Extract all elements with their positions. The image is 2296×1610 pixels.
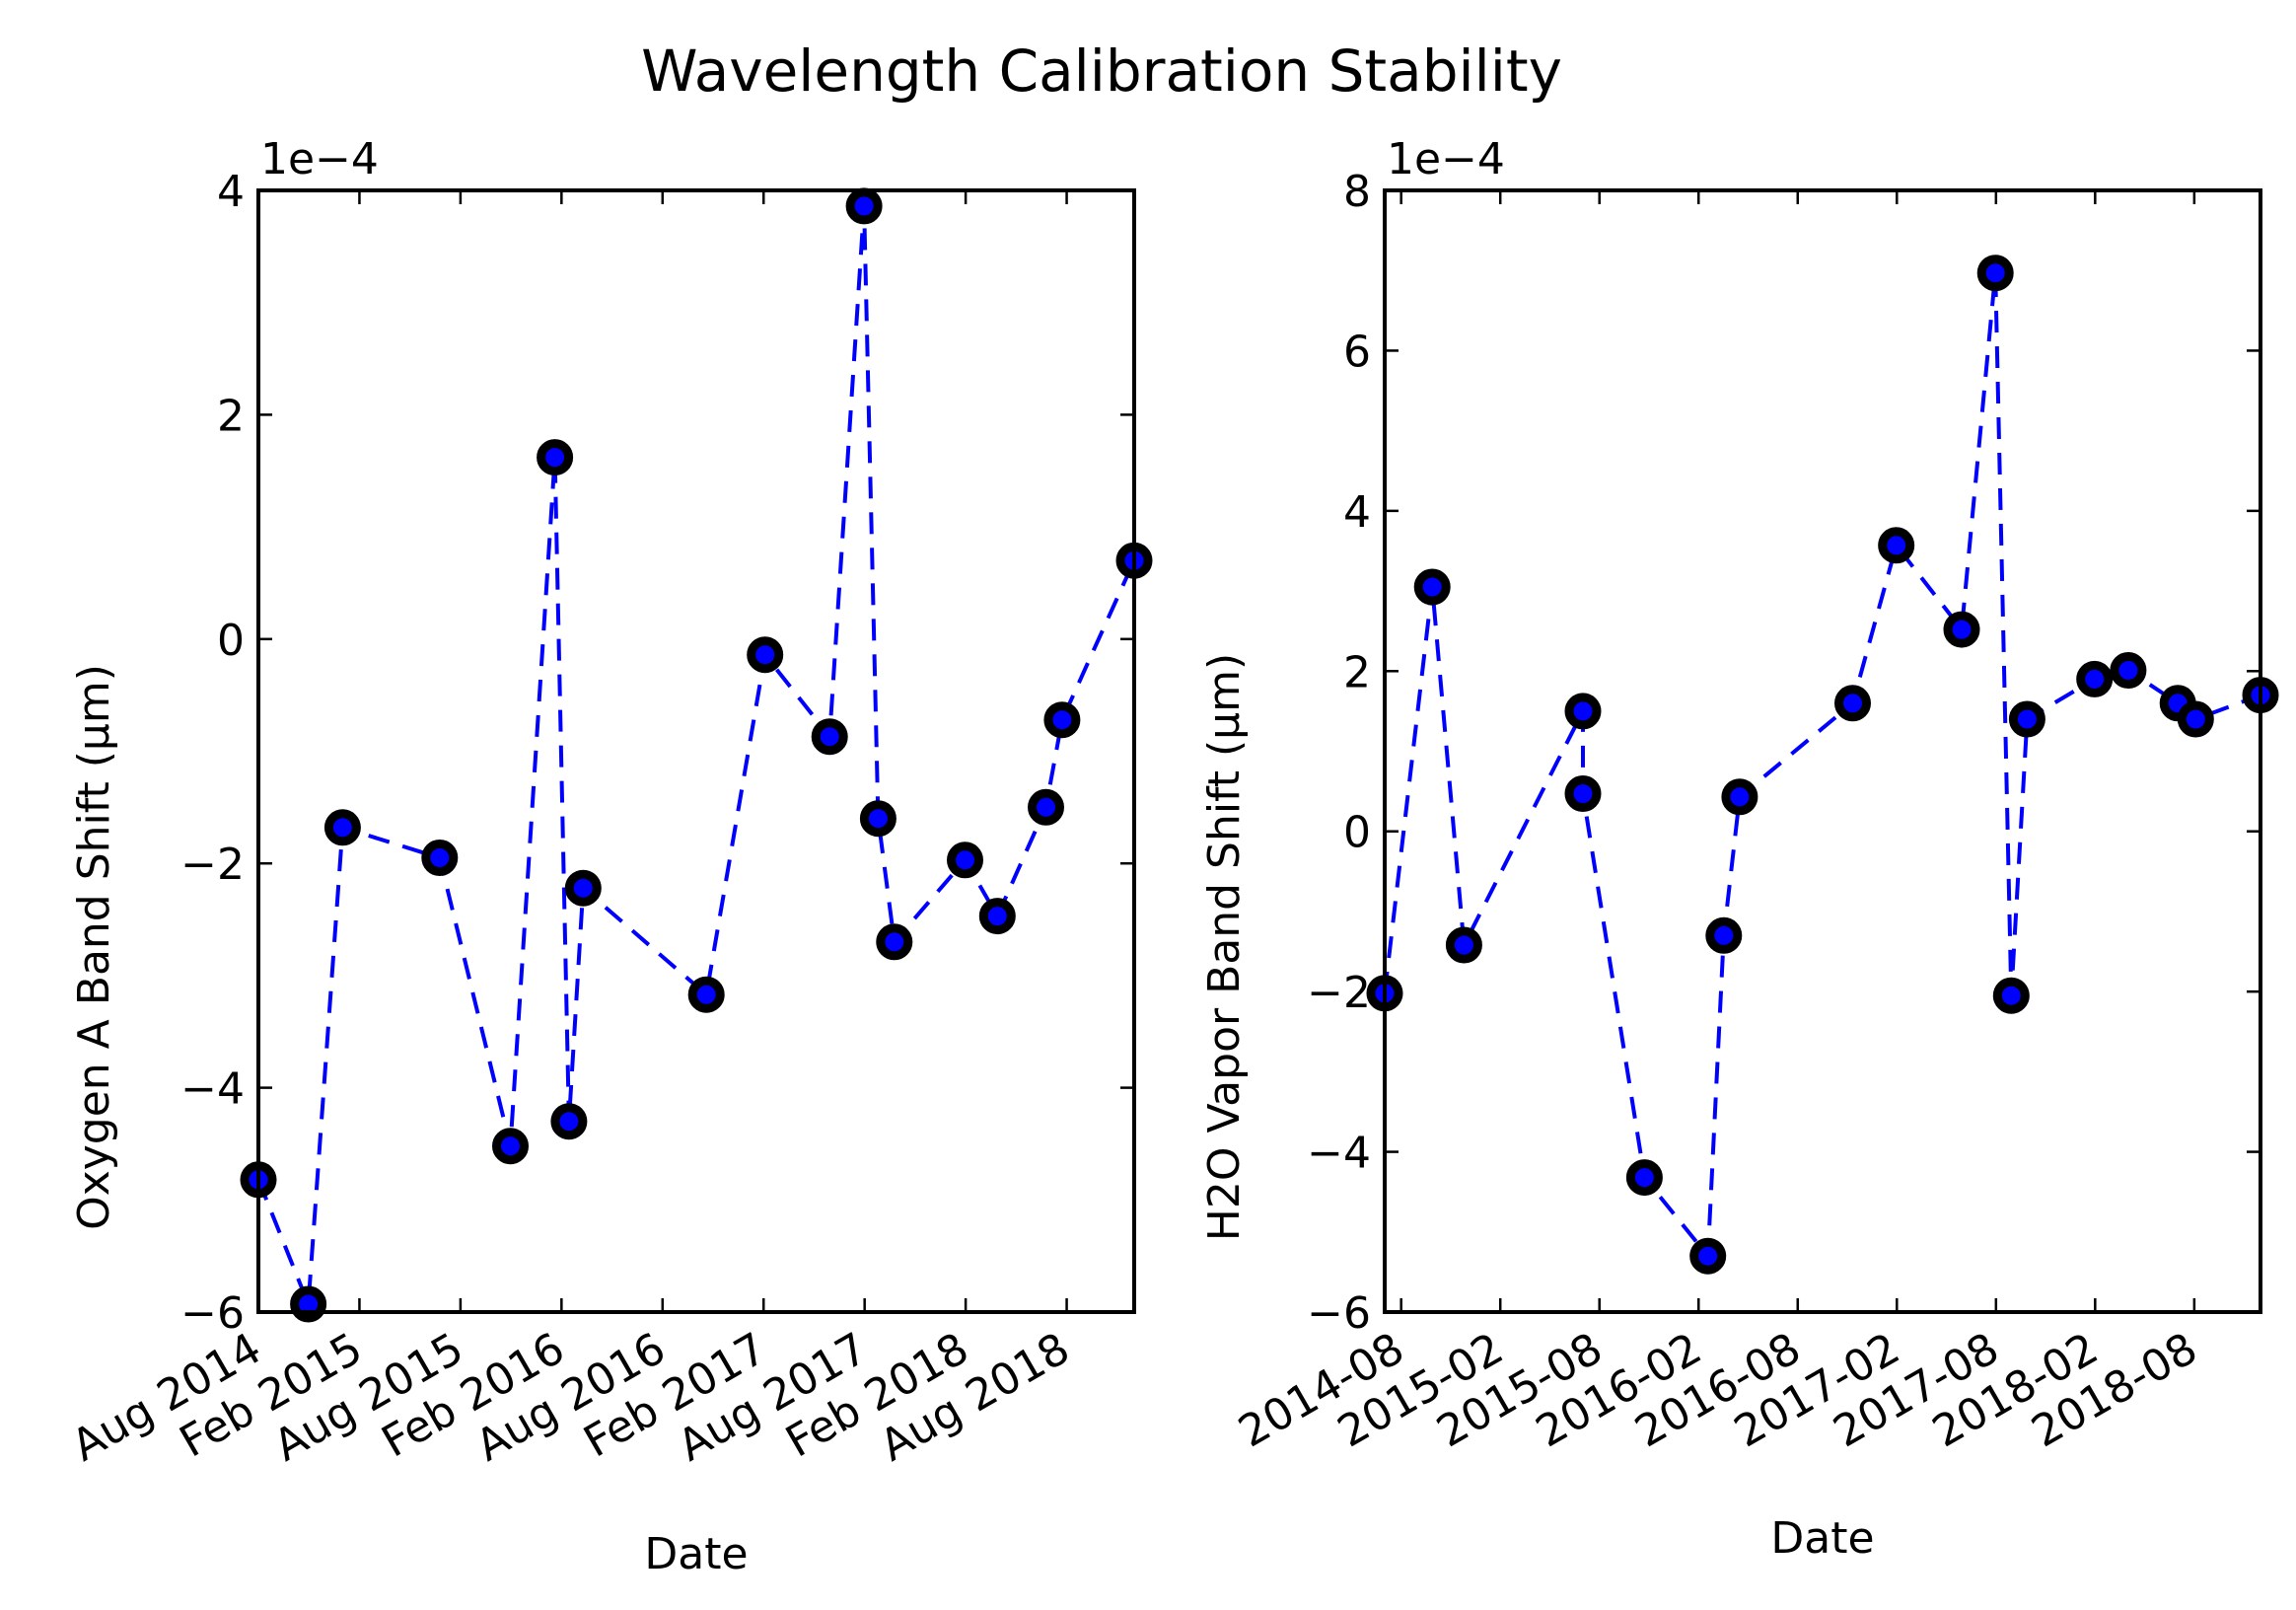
h2o-data-point xyxy=(1705,916,1743,954)
oxygen-data-point xyxy=(564,869,602,907)
h2o-y-offset-label: 1e−4 xyxy=(1387,134,1505,184)
oxygen-data-point xyxy=(537,439,574,476)
oxygen-y-offset-label: 1e−4 xyxy=(260,134,379,184)
oxygen-ytick-label: 4 xyxy=(217,167,245,217)
h2o-ytick-label: −6 xyxy=(1307,1288,1371,1339)
h2o-data-point xyxy=(1943,611,1980,648)
h2o-data-point xyxy=(1992,977,2030,1014)
figure-title: Wavelength Calibration Stability xyxy=(641,37,1562,105)
oxygen-data-point xyxy=(978,898,1016,935)
h2o-ytick-label: 2 xyxy=(1343,647,1371,697)
oxygen-ytick-label: 0 xyxy=(217,616,245,666)
h2o-data-point xyxy=(2008,700,2045,738)
oxygen-data-point xyxy=(876,923,913,961)
oxygen-axes-frame xyxy=(256,188,1136,1314)
oxygen-data-point xyxy=(811,718,848,756)
h2o-ytick-label: −2 xyxy=(1307,968,1371,1018)
oxygen-ytick-label: −4 xyxy=(180,1064,245,1115)
oxygen-data-point xyxy=(1043,701,1081,739)
oxygen-data-point xyxy=(859,800,897,838)
h2o-data-point xyxy=(2076,660,2114,697)
h2o-data-point xyxy=(1689,1237,1727,1275)
h2o-x-axis-label: Date xyxy=(1770,1513,1874,1564)
oxygen-ytick-label: 2 xyxy=(217,391,245,441)
oxygen-x-axis-label: Date xyxy=(644,1529,748,1579)
h2o-data-point xyxy=(1625,1159,1663,1197)
h2o-y-axis-label: H2O Vapor Band Shift (μm) xyxy=(1199,653,1250,1241)
h2o-ytick-label: 6 xyxy=(1343,327,1371,377)
oxygen-data-point xyxy=(747,636,784,674)
oxygen-ytick-label: −6 xyxy=(180,1288,245,1339)
h2o-data-point xyxy=(2110,652,2147,689)
h2o-data-point xyxy=(2177,700,2214,738)
h2o-axes-frame xyxy=(1383,188,2262,1314)
oxygen-data-point xyxy=(687,976,725,1013)
oxygen-data-point xyxy=(947,842,983,879)
oxygen-data-point xyxy=(550,1103,588,1140)
h2o-ytick-label: 8 xyxy=(1343,167,1371,217)
h2o-data-point xyxy=(1445,926,1482,964)
oxygen-data-point xyxy=(492,1128,529,1165)
h2o-data-point xyxy=(1721,778,1758,816)
h2o-data-point xyxy=(1976,255,2014,292)
oxygen-y-axis-label: Oxygen A Band Shift (μm) xyxy=(69,664,119,1230)
oxygen-data-point xyxy=(1028,788,1064,826)
h2o-ytick-label: 4 xyxy=(1343,487,1371,538)
h2o-ytick-label: −4 xyxy=(1307,1129,1371,1179)
h2o-ytick-label: 0 xyxy=(1343,808,1371,858)
oxygen-data-point xyxy=(845,187,883,225)
oxygen-data-point xyxy=(323,809,361,846)
h2o-data-point xyxy=(1413,568,1451,606)
h2o-data-point xyxy=(1564,693,1602,730)
h2o-data-point xyxy=(1564,775,1602,812)
oxygen-data-point xyxy=(421,840,459,876)
oxygen-ytick-label: −2 xyxy=(180,840,245,890)
h2o-data-point xyxy=(1834,685,1871,722)
h2o-data-point xyxy=(1878,527,1915,564)
